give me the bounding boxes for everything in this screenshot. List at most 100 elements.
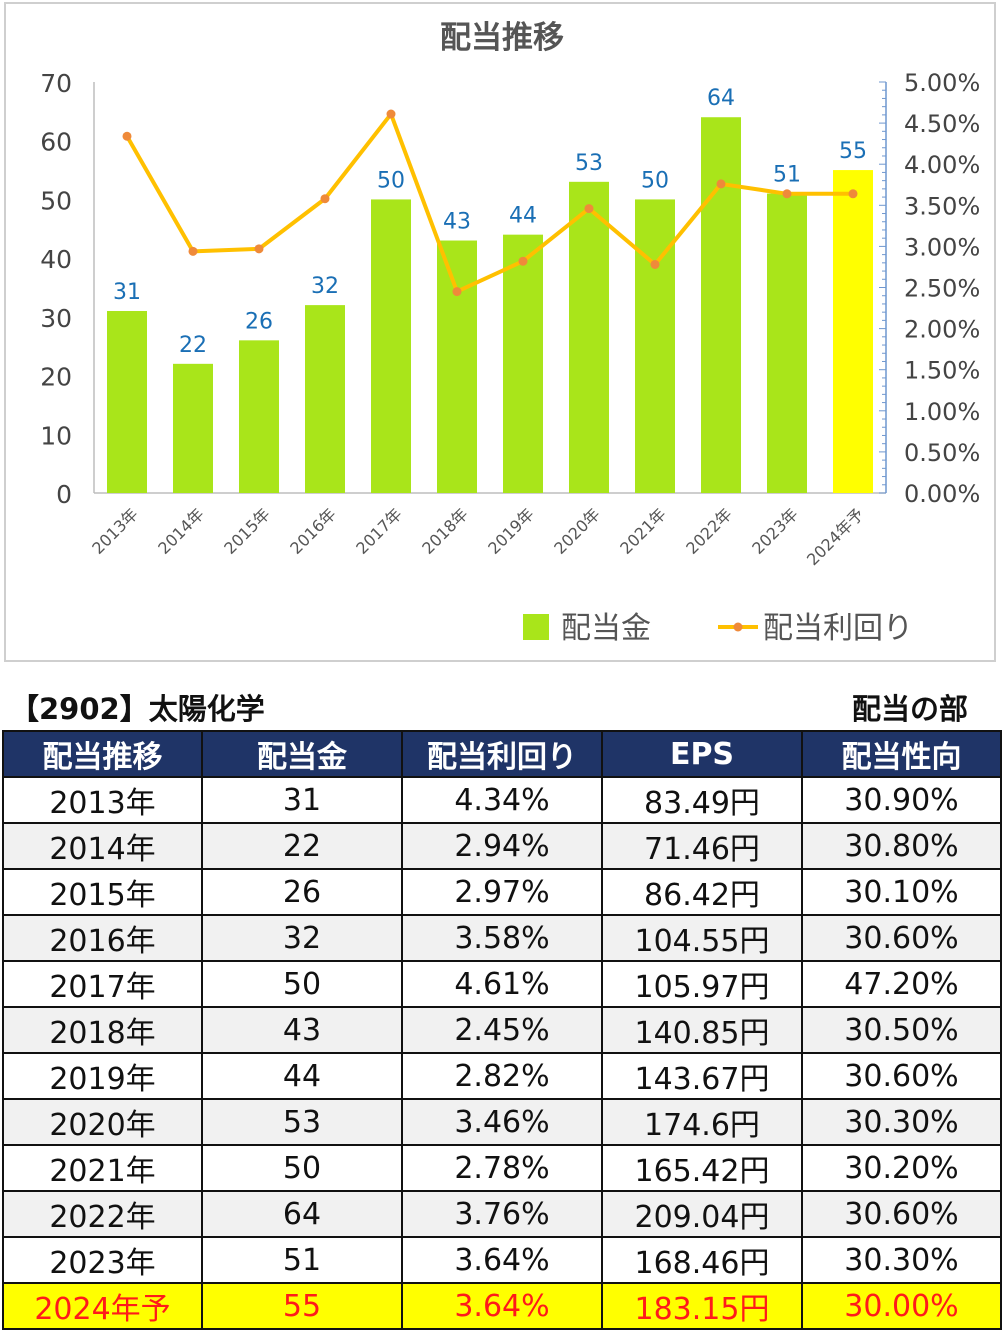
cell-dividend: 50 (201, 960, 403, 1008)
bar (767, 193, 807, 494)
bar (503, 234, 543, 493)
table-row: 2018年 43 2.45% 140.85円 30.50% (2, 1006, 1002, 1054)
data-label: 51 (773, 163, 801, 188)
cell-payout: 30.60% (801, 1052, 1002, 1100)
table-row: 2015年 26 2.97% 86.42円 30.10% (2, 868, 1002, 916)
yield-point (320, 194, 330, 204)
y-tick-right: 2.50% (904, 275, 980, 303)
cell-payout: 30.00% (801, 1282, 1002, 1330)
data-label: 26 (245, 309, 273, 334)
section-caption: 配当の部 (851, 692, 968, 726)
x-tick-label: 2015年 (220, 504, 274, 558)
y-tick-left: 60 (40, 128, 72, 157)
cell-eps: 143.67円 (601, 1052, 803, 1100)
y-tick-left: 10 (40, 421, 72, 450)
dividend-table: 配当推移 配当金 配当利回り EPS 配当性向 2013年 31 4.34% 83.4… (2, 730, 1002, 1330)
table-row: 2016年 32 3.58% 104.55円 30.60% (2, 914, 1002, 962)
table-row: 2022年 64 3.76% 209.04円 30.60% (2, 1190, 1002, 1238)
yield-point (452, 287, 462, 297)
table-row: 2021年 50 2.78% 165.42円 30.20% (2, 1144, 1002, 1192)
y-tick-left: 70 (40, 69, 72, 98)
cell-dividend: 64 (201, 1190, 403, 1238)
cell-eps: 140.85円 (601, 1006, 803, 1054)
cell-yield: 3.76% (401, 1190, 603, 1238)
cell-year: 2022年 (2, 1190, 203, 1238)
cell-year: 2021年 (2, 1144, 203, 1192)
x-tick-label: 2013年 (88, 504, 142, 558)
cell-dividend: 55 (201, 1282, 403, 1330)
cell-year: 2017年 (2, 960, 203, 1008)
data-label: 50 (641, 168, 669, 193)
cell-year: 2013年 (2, 776, 203, 824)
y-tick-right: 3.00% (904, 233, 980, 261)
table-row: 2020年 53 3.46% 174.6円 30.30% (2, 1098, 1002, 1146)
y-tick-left: 50 (40, 186, 72, 215)
x-tick-label: 2014年 (154, 504, 208, 558)
cell-payout: 30.80% (801, 822, 1002, 870)
bar (701, 117, 741, 493)
cell-yield: 2.78% (401, 1144, 603, 1192)
bar (635, 199, 675, 493)
cell-year: 2023年 (2, 1236, 203, 1284)
table-row: 2023年 51 3.64% 168.46円 30.30% (2, 1236, 1002, 1284)
y-tick-right: 3.50% (904, 192, 980, 220)
x-tick-label: 2021年 (616, 504, 670, 558)
data-label: 53 (575, 151, 603, 176)
cell-payout: 30.10% (801, 868, 1002, 916)
x-tick-label: 2020年 (550, 504, 604, 558)
table-row: 2013年 31 4.34% 83.49円 30.90% (2, 776, 1002, 824)
cell-dividend: 26 (201, 868, 403, 916)
yield-line (125, 112, 853, 294)
cell-dividend: 31 (201, 776, 403, 824)
bar (305, 305, 345, 493)
header-eps: EPS (601, 730, 803, 778)
cell-yield: 2.45% (401, 1006, 603, 1054)
cell-year: 2016年 (2, 914, 203, 962)
y-tick-left: 40 (40, 245, 72, 274)
bar (569, 181, 609, 494)
cell-year: 2020年 (2, 1098, 203, 1146)
cell-year: 2019年 (2, 1052, 203, 1100)
x-tick-label: 2024年予 (803, 504, 868, 569)
cell-year: 2015年 (2, 868, 203, 916)
yield-point (122, 131, 132, 141)
table-row: 2017年 50 4.61% 105.97円 47.20% (2, 960, 1002, 1008)
cell-yield: 2.94% (401, 822, 603, 870)
y-tick-right: 1.00% (904, 398, 980, 426)
cell-dividend: 32 (201, 914, 403, 962)
bar (371, 199, 411, 493)
data-label: 43 (443, 210, 471, 235)
table-row: 2024年予 55 3.64% 183.15円 30.00% (2, 1282, 1002, 1330)
cell-dividend: 50 (201, 1144, 403, 1192)
cell-year: 2024年予 (2, 1282, 203, 1330)
cell-payout: 30.20% (801, 1144, 1002, 1192)
cell-payout: 30.50% (801, 1006, 1002, 1054)
y-tick-left: 0 (56, 480, 72, 509)
cell-dividend: 51 (201, 1236, 403, 1284)
yield-point (584, 204, 594, 214)
cell-yield: 3.64% (401, 1282, 603, 1330)
cell-year: 2018年 (2, 1006, 203, 1054)
y-tick-right: 1.50% (904, 357, 980, 385)
yield-point (848, 189, 858, 199)
x-tick-label: 2017年 (352, 504, 406, 558)
yield-point (650, 259, 660, 269)
data-label: 55 (839, 139, 867, 164)
cell-dividend: 22 (201, 822, 403, 870)
cell-year: 2014年 (2, 822, 203, 870)
data-label: 32 (311, 274, 339, 299)
y-tick-right: 2.00% (904, 316, 980, 344)
cell-payout: 30.30% (801, 1098, 1002, 1146)
cell-yield: 3.58% (401, 914, 603, 962)
cell-yield: 3.64% (401, 1236, 603, 1284)
x-tick-label: 2016年 (286, 504, 340, 558)
yield-point (782, 189, 792, 199)
cell-yield: 4.34% (401, 776, 603, 824)
x-tick-label: 2022年 (682, 504, 736, 558)
cell-eps: 71.46円 (601, 822, 803, 870)
table-row: 2014年 22 2.94% 71.46円 30.80% (2, 822, 1002, 870)
x-tick-label: 2019年 (484, 504, 538, 558)
table-row: 2019年 44 2.82% 143.67円 30.60% (2, 1052, 1002, 1100)
data-label: 22 (179, 333, 207, 358)
data-label: 31 (113, 280, 141, 305)
